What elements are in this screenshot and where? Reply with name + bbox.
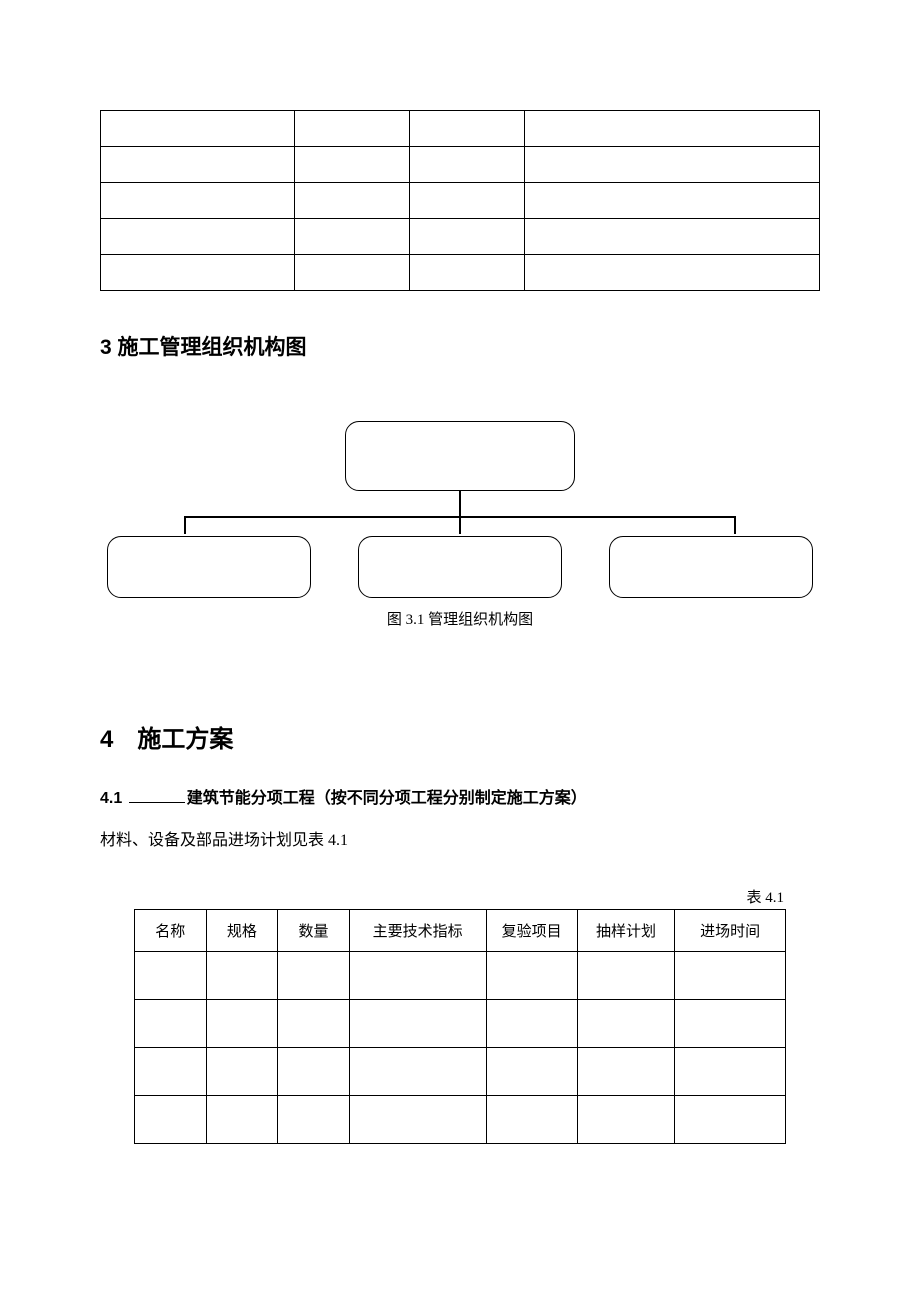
table-4-1-label: 表 4.1 <box>100 886 820 907</box>
table-header-row: 名称 规格 数量 主要技术指标 复验项目 抽样计划 进场时间 <box>135 910 786 952</box>
org-connector-vertical <box>459 491 461 516</box>
org-connector-drop-left <box>184 516 186 534</box>
table-row <box>101 255 820 291</box>
table-4-1: 名称 规格 数量 主要技术指标 复验项目 抽样计划 进场时间 <box>134 909 786 1144</box>
table-row <box>101 147 820 183</box>
org-connector-drop-right <box>734 516 736 534</box>
col-header-sample: 抽样计划 <box>577 910 675 952</box>
col-header-qty: 数量 <box>278 910 350 952</box>
org-child-box-3 <box>609 536 813 598</box>
table-row <box>135 1096 786 1144</box>
col-header-time: 进场时间 <box>675 910 786 952</box>
org-bottom-row <box>107 536 813 598</box>
sub-4-1-blank <box>129 787 185 803</box>
paragraph-4-1: 材料、设备及部品进场计划见表 4.1 <box>100 826 820 850</box>
section-4-title: 施工方案 <box>137 726 233 753</box>
section-4-number: 4 <box>100 726 113 753</box>
col-header-tech: 主要技术指标 <box>349 910 486 952</box>
section-4-heading: 4 施工方案 <box>100 719 820 754</box>
org-connector-horizontal <box>184 516 736 518</box>
sub-4-1-prefix: 4.1 <box>100 790 122 807</box>
empty-table-top <box>100 110 820 291</box>
table-row <box>101 219 820 255</box>
col-header-spec: 规格 <box>206 910 278 952</box>
org-chart <box>100 421 820 598</box>
figure-caption-3-1: 图 3.1 管理组织机构图 <box>100 608 820 629</box>
col-header-reinspect: 复验项目 <box>486 910 577 952</box>
table-row <box>101 111 820 147</box>
org-child-box-1 <box>107 536 311 598</box>
subsection-4-1-heading: 4.1 建筑节能分项工程（按不同分项工程分别制定施工方案） <box>100 784 820 808</box>
org-child-box-2 <box>358 536 562 598</box>
col-header-name: 名称 <box>135 910 207 952</box>
table-row <box>135 952 786 1000</box>
org-connector-drop-mid <box>459 516 461 534</box>
org-top-box <box>345 421 575 491</box>
table-row <box>135 1000 786 1048</box>
sub-4-1-suffix: 建筑节能分项工程（按不同分项工程分别制定施工方案） <box>187 790 587 807</box>
document-page: 3 施工管理组织机构图 图 3.1 管理组织机构图 4 施工方案 4.1 建筑节能… <box>0 0 920 1204</box>
table-row <box>101 183 820 219</box>
table-row <box>135 1048 786 1096</box>
section-3-heading: 3 施工管理组织机构图 <box>100 331 820 361</box>
table-4-1-wrap: 名称 规格 数量 主要技术指标 复验项目 抽样计划 进场时间 <box>100 909 820 1144</box>
